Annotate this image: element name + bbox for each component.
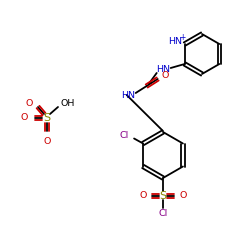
Text: +: + bbox=[180, 32, 186, 42]
Text: O: O bbox=[179, 192, 187, 200]
Text: O: O bbox=[25, 98, 33, 108]
Text: O: O bbox=[20, 114, 28, 122]
Text: S: S bbox=[160, 191, 166, 201]
Text: S: S bbox=[44, 113, 51, 123]
Text: HN: HN bbox=[168, 38, 182, 46]
Text: Cl: Cl bbox=[120, 131, 129, 140]
Text: O: O bbox=[43, 136, 51, 145]
Text: HN: HN bbox=[121, 92, 135, 100]
Text: OH: OH bbox=[61, 100, 75, 108]
Text: O: O bbox=[162, 72, 169, 80]
Text: Cl: Cl bbox=[158, 208, 168, 218]
Text: HN: HN bbox=[156, 66, 170, 74]
Text: O: O bbox=[139, 192, 147, 200]
